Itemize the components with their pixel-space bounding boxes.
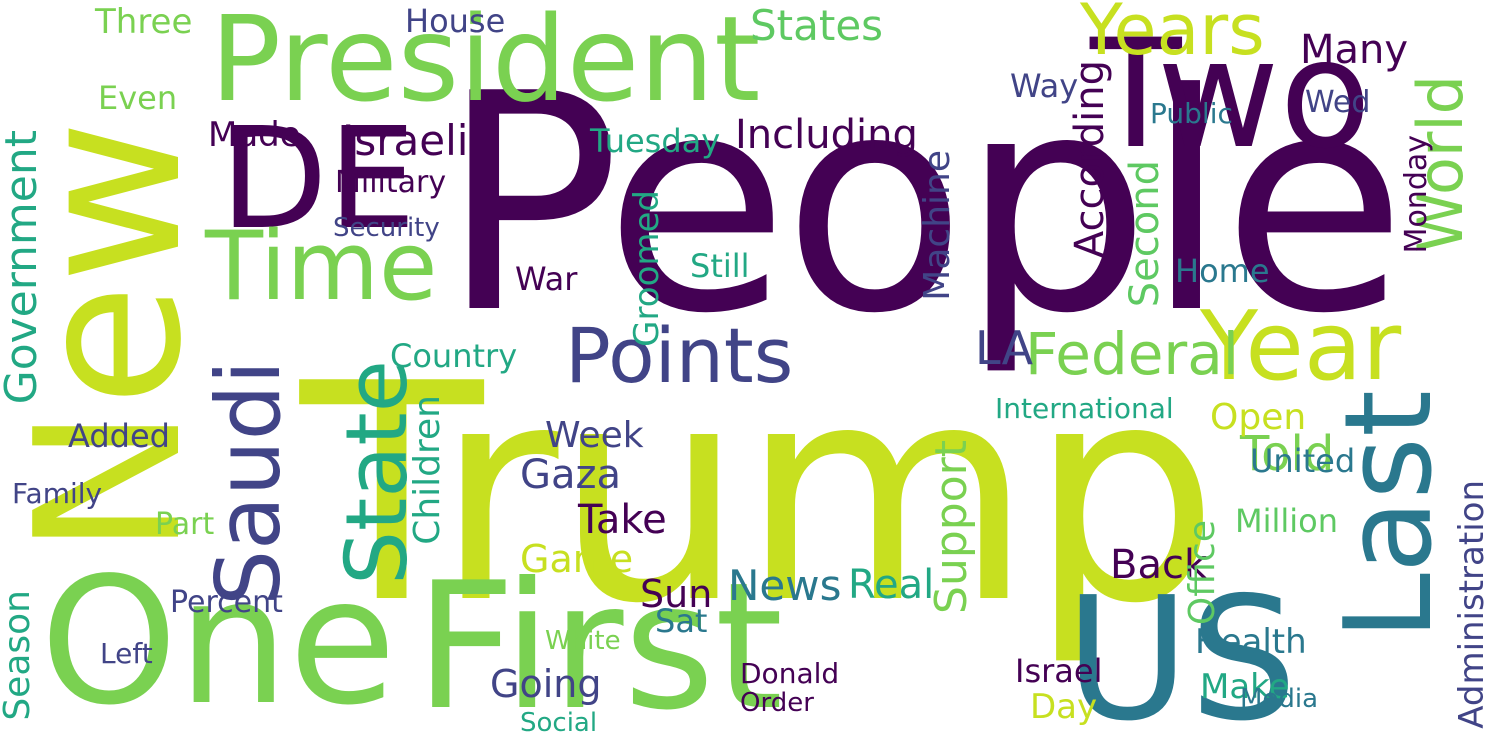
word-saudi: Saudi: [197, 360, 300, 606]
word-tuesday: Tuesday: [590, 122, 721, 160]
word-first: First: [415, 546, 784, 749]
word-security: Security: [333, 213, 440, 243]
word-house: House: [405, 2, 506, 40]
word-told: Told: [1240, 426, 1335, 482]
word-three: Three: [95, 2, 193, 42]
word-time: Time: [205, 212, 438, 322]
word-social: Social: [520, 708, 598, 738]
word-office: Office: [1182, 520, 1223, 626]
word-many: Many: [1300, 27, 1409, 73]
word-health: Health: [1195, 622, 1307, 662]
word-make: Make: [1200, 667, 1290, 707]
word-including: Including: [735, 112, 918, 158]
word-percent: Percent: [170, 585, 283, 620]
word-sat: Sat: [655, 602, 708, 640]
word-day: Day: [1030, 687, 1098, 727]
word-news: News: [728, 561, 842, 610]
word-white: White: [545, 626, 621, 656]
word-even: Even: [98, 79, 178, 117]
word-game: Game: [520, 537, 634, 581]
word-media: Media: [1240, 684, 1319, 714]
word-family: Family: [12, 477, 103, 510]
word-sun: Sun: [640, 572, 713, 616]
word-week: Week: [545, 415, 644, 456]
word-trump: Trump: [300, 320, 1219, 669]
word-president: President: [210, 0, 761, 128]
word-way: Way: [1010, 67, 1079, 105]
word-israeli: Israeli: [342, 116, 469, 165]
word-real: Real: [848, 562, 935, 608]
word-monday: Monday: [1399, 135, 1434, 254]
word-public: Public: [1150, 97, 1233, 130]
word-two: Two: [1090, 8, 1372, 182]
word-government: Government: [0, 130, 47, 405]
word-war: War: [515, 260, 578, 298]
word-second: Second: [1122, 160, 1168, 308]
word-years: Years: [1080, 0, 1265, 71]
word-added: Added: [68, 417, 170, 455]
word-wed: Wed: [1305, 85, 1371, 120]
word-order: Order: [740, 688, 814, 718]
word-home: Home: [1175, 252, 1270, 290]
word-military: Military: [335, 165, 447, 200]
word-year: Year: [1200, 292, 1402, 402]
word-million: Million: [1235, 502, 1339, 540]
word-made: Made: [208, 115, 301, 155]
word-people: People: [440, 30, 1407, 379]
word-still: Still: [690, 247, 750, 285]
word-season: Season: [0, 590, 38, 721]
word-gaza: Gaza: [520, 452, 622, 498]
word-international: International: [995, 392, 1174, 425]
word-states: States: [750, 1, 884, 50]
word-administration: Administration: [1452, 480, 1492, 729]
word-la: LA: [975, 321, 1034, 375]
word-open: Open: [1210, 397, 1307, 438]
word-israel: Israel: [1015, 652, 1103, 690]
word-points: Points: [565, 311, 794, 400]
word-last: Last: [1320, 390, 1459, 640]
word-donald: Donald: [740, 657, 840, 690]
word-take: Take: [578, 497, 667, 543]
word-machine: Machine: [917, 150, 958, 301]
word-part: Part: [155, 507, 215, 542]
word-groomed: Groomed: [627, 190, 667, 347]
word-de: DE: [220, 98, 417, 261]
word-us: US: [1065, 561, 1298, 750]
word-one: One: [40, 541, 397, 744]
word-children: Children: [407, 395, 448, 545]
word-support: Support: [926, 440, 977, 614]
word-back: Back: [1110, 542, 1208, 588]
word-country: Country: [390, 337, 518, 375]
word-united: United: [1250, 442, 1356, 480]
word-left: Left: [100, 637, 153, 670]
word-going: Going: [490, 662, 602, 706]
word-federal: Federal: [1025, 320, 1239, 388]
